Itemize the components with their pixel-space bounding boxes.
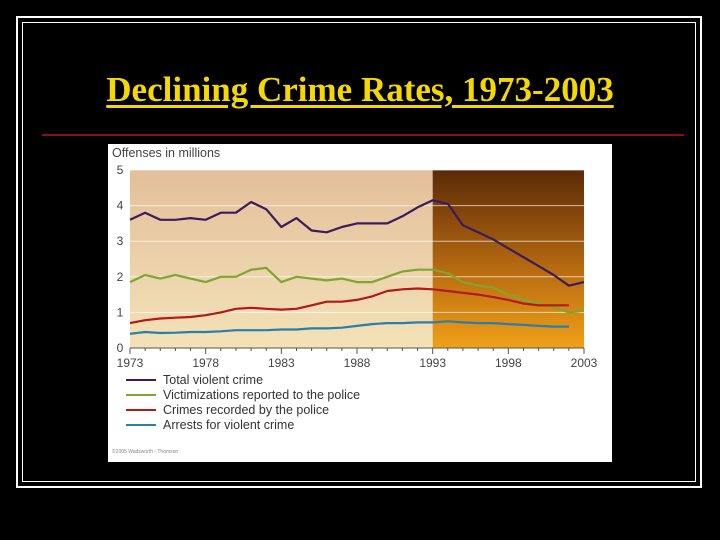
legend-item-violent: Total violent crime [126, 372, 360, 387]
y-tick-label: 0 [117, 341, 124, 355]
legend-swatch-arrests [126, 423, 156, 426]
series-line-2 [129, 287, 569, 325]
legend-label: Arrests for violent crime [163, 417, 295, 432]
legend-swatch-victimizations [126, 393, 156, 396]
y-tick-label: 5 [117, 163, 124, 177]
x-tick-label: 2003 [571, 356, 598, 370]
series-line-1 [129, 266, 585, 314]
y-tick-label: 3 [117, 234, 124, 248]
series-line-3 [129, 320, 569, 335]
chart-title: Offenses in millions [112, 146, 220, 160]
plot-background-before-1993 [130, 170, 433, 348]
legend-item-arrests: Arrests for violent crime [126, 417, 360, 432]
y-tick-label: 1 [117, 305, 124, 319]
series-line-0 [129, 199, 585, 287]
legend-label: Victimizations reported to the police [163, 387, 361, 402]
y-tick-label: 2 [117, 270, 124, 284]
legend-label: Crimes recorded by the police [163, 402, 330, 417]
chart-legend: Total violent crime Victimizations repor… [126, 372, 360, 432]
line-chart: Offenses in millions 0 1 2 3 4 5 1973 1978 1983 19… [112, 146, 598, 370]
legend-item-recorded: Crimes recorded by the police [126, 402, 360, 417]
slide-border-inner [22, 22, 696, 482]
slide-border-outer [16, 16, 702, 488]
slide-title: Declining Crime Rates, 1973-2003 [106, 70, 614, 109]
x-tick-label: 1983 [268, 356, 295, 370]
plot-background-after-1993 [432, 170, 584, 348]
chart-panel: Offenses in millions 0 1 2 3 4 5 1973 1978 1983 19… [108, 144, 612, 462]
legend-label: Total violent crime [163, 372, 264, 387]
legend-item-victimizations: Victimizations reported to the police [126, 387, 360, 402]
copyright-note: ©2005 Wadsworth - Thomson [112, 449, 179, 455]
x-tick-label: 1978 [192, 356, 219, 370]
x-tick-label: 1993 [419, 356, 446, 370]
y-tick-label: 4 [117, 199, 124, 213]
x-tick-label: 1998 [495, 356, 522, 370]
legend-swatch-violent [126, 378, 156, 381]
title-divider [42, 134, 684, 136]
x-tick-label: 1973 [117, 356, 144, 370]
x-tick-label: 1988 [344, 356, 371, 370]
legend-swatch-recorded [126, 408, 156, 411]
